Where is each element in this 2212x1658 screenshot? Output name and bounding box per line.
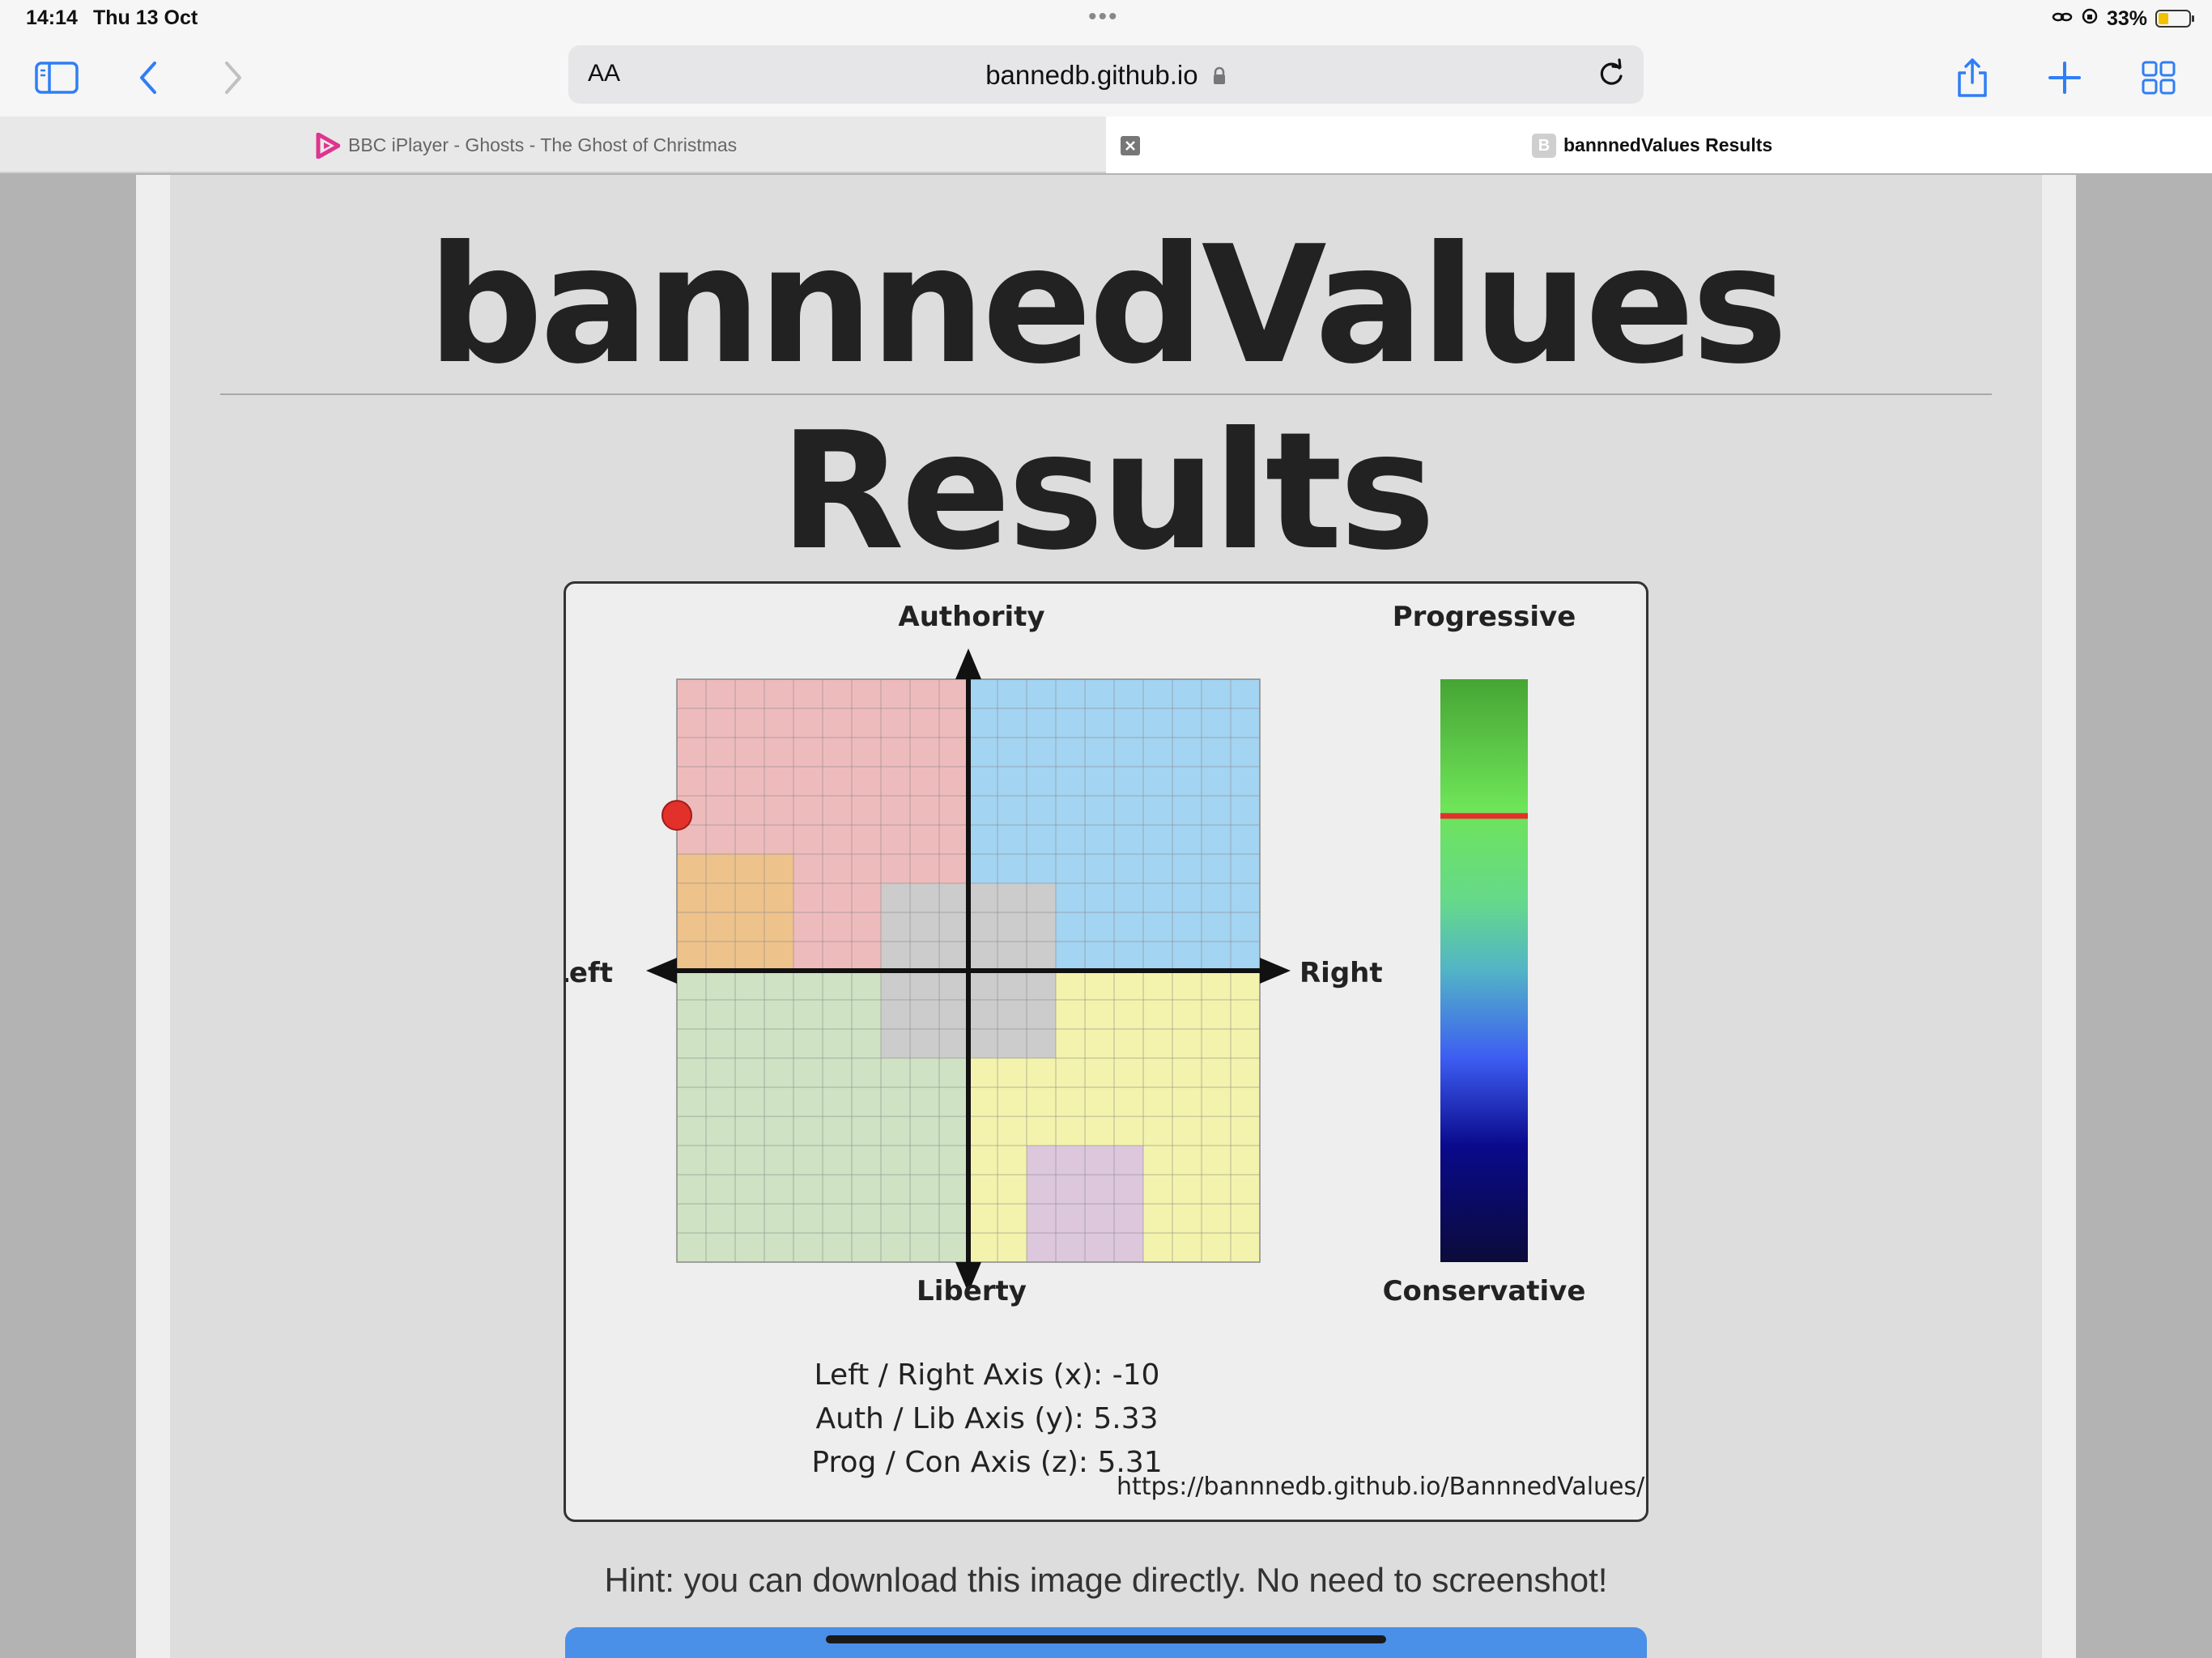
back-icon[interactable] xyxy=(125,55,171,100)
z-gradient-bar xyxy=(1440,679,1528,1262)
compass-axes xyxy=(646,648,1291,1293)
address-bar[interactable]: AA bannedb.github.io xyxy=(568,45,1644,104)
title-divider xyxy=(220,393,1992,395)
tab-bannnedvalues[interactable]: B bannnedValues Results xyxy=(1106,117,2212,173)
result-point xyxy=(661,800,692,831)
status-bar: 14:14 Thu 13 Oct ••• 33% xyxy=(0,0,2212,39)
status-date: Thu 13 Oct xyxy=(93,6,198,29)
axis-label-authority: Authority xyxy=(898,601,1044,633)
multitasking-dots-icon[interactable]: ••• xyxy=(1088,3,1119,30)
score-y: Auth / Lib Axis (y): 5.33 xyxy=(815,1402,1159,1435)
axis-label-left: Left xyxy=(566,957,613,989)
text-size-button[interactable]: AA xyxy=(588,60,621,87)
axis-label-liberty: Liberty xyxy=(917,1275,1027,1307)
arrow-right-icon xyxy=(1260,958,1291,984)
forward-icon[interactable] xyxy=(211,55,256,100)
bbc-iplayer-favicon-icon xyxy=(316,132,341,163)
address-text: bannedb.github.io xyxy=(568,60,1644,92)
arrow-left-icon xyxy=(646,958,677,984)
home-indicator[interactable] xyxy=(826,1635,1386,1643)
orientation-lock-icon xyxy=(2081,7,2099,31)
reload-icon[interactable] xyxy=(1593,57,1629,92)
share-icon[interactable] xyxy=(1950,55,1995,100)
political-compass-chart: Authority Liberty Left Right Progressive… xyxy=(566,601,1586,1307)
status-time: 14:14 xyxy=(26,6,78,29)
lock-icon xyxy=(1212,62,1227,92)
tab-bar: BBC iPlayer - Ghosts - The Ghost of Chri… xyxy=(0,117,2212,173)
score-z: Prog / Con Axis (z): 5.31 xyxy=(811,1446,1163,1479)
tab-favicon-icon: B xyxy=(1532,134,1556,158)
page-subtitle: Results xyxy=(779,397,1436,586)
arrow-up-icon xyxy=(955,648,981,679)
tab-title: bannnedValues Results xyxy=(1563,134,1773,155)
link-icon xyxy=(2052,7,2073,31)
page-title: bannnedValues xyxy=(427,211,1789,400)
arrow-down-icon xyxy=(955,1262,981,1293)
sidebar-icon[interactable] xyxy=(34,55,79,100)
bar-label-conservative: Conservative xyxy=(1383,1275,1586,1307)
compass-marker xyxy=(661,800,692,831)
battery-icon xyxy=(2155,10,2194,28)
score-x: Left / Right Axis (x): -10 xyxy=(814,1358,1160,1392)
tab-title: BBC iPlayer - Ghosts - The Ghost of Chri… xyxy=(348,134,738,155)
battery-percent: 33% xyxy=(2106,6,2147,30)
close-tab-icon[interactable] xyxy=(1121,136,1140,159)
axis-label-right: Right xyxy=(1300,957,1383,989)
status-right: 33% xyxy=(2052,5,2194,32)
url-label: bannedb.github.io xyxy=(985,60,1198,90)
tab-overview-icon[interactable] xyxy=(2136,55,2181,100)
browser-toolbar: AA bannedb.github.io xyxy=(0,39,2212,117)
source-url: https://bannnedb.github.io/BannnedValues… xyxy=(1117,1473,1645,1501)
bar-label-progressive: Progressive xyxy=(1393,601,1576,633)
results-image[interactable]: Authority Liberty Left Right Progressive… xyxy=(564,581,1648,1522)
tab-bbc-iplayer[interactable]: BBC iPlayer - Ghosts - The Ghost of Chri… xyxy=(0,117,1106,173)
download-hint: Hint: you can download this image direct… xyxy=(604,1561,1608,1599)
progressive-conservative-bar xyxy=(1440,679,1528,1262)
new-tab-icon[interactable] xyxy=(2042,55,2087,100)
